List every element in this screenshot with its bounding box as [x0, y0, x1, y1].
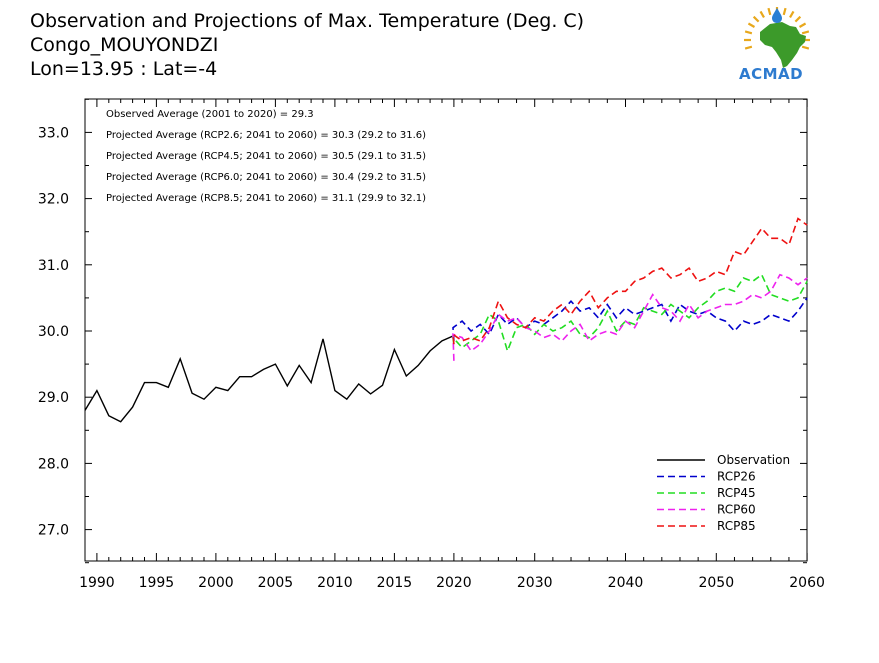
- x-tick-label: 2030: [517, 575, 553, 591]
- series: [84, 217, 808, 423]
- y-tick-label: 27.0: [38, 523, 69, 539]
- y-tick-label: 30.0: [38, 324, 69, 340]
- x-tick-label: 2020: [436, 575, 472, 591]
- acmad-logo: ACMAD: [739, 7, 810, 83]
- x-tick-label: 2040: [608, 575, 644, 591]
- series-line-rcp45: [451, 273, 808, 354]
- legend-label-rcp26: RCP26: [717, 470, 756, 484]
- sun-ray: [782, 7, 787, 16]
- annotation-observed: Observed Average (2001 to 2020) = 29.3: [106, 109, 314, 120]
- sun-ray: [794, 15, 802, 23]
- sun-ray: [744, 45, 753, 50]
- series-line-rcp60: [452, 273, 808, 361]
- x-tick-label: 2000: [198, 575, 234, 591]
- title-line-3: Lon=13.95 : Lat=-4: [30, 58, 217, 80]
- y-tick-label: 32.0: [38, 192, 69, 208]
- legend-label-rcp85: RCP85: [717, 519, 756, 533]
- sun-ray: [747, 22, 756, 28]
- chart-title: Observation and Projections of Max. Temp…: [30, 10, 584, 80]
- sun-rays-icon: [744, 7, 810, 50]
- sun-ray: [759, 10, 765, 19]
- x-tick-label: 1990: [79, 575, 115, 591]
- series-line-rcp85: [452, 217, 808, 345]
- africa-icon: [760, 22, 806, 68]
- sun-ray: [752, 15, 760, 23]
- x-tick-label: 2015: [377, 575, 413, 591]
- annotations: Observed Average (2001 to 2020) = 29.3 P…: [106, 109, 426, 204]
- title-line-1: Observation and Projections of Max. Temp…: [30, 10, 584, 32]
- legend: Observation RCP26 RCP45 RCP60 RCP85: [657, 453, 790, 533]
- water-drop-icon: [772, 8, 782, 23]
- y-tick-label: 31.0: [38, 258, 69, 274]
- annotation-rcp60: Projected Average (RCP6.0; 2041 to 2060)…: [106, 172, 426, 183]
- x-tick-label: 2005: [258, 575, 294, 591]
- y-tick-label: 28.0: [38, 456, 69, 472]
- x-tick-label: 2050: [698, 575, 734, 591]
- series-line-observation: [84, 334, 455, 423]
- sun-ray: [798, 22, 807, 28]
- sun-ray: [801, 30, 810, 35]
- y-tick-label: 29.0: [38, 390, 69, 406]
- acmad-logo-text: ACMAD: [739, 65, 803, 83]
- sun-ray: [767, 7, 772, 16]
- plot-frame: [84, 98, 808, 562]
- annotation-rcp26: Projected Average (RCP2.6; 2041 to 2060)…: [106, 130, 426, 141]
- title-line-2: Congo_MOUYONDZI: [30, 34, 218, 56]
- x-tick-label: 2010: [317, 575, 353, 591]
- sun-ray: [801, 45, 810, 50]
- x-tick-label: 1995: [139, 575, 175, 591]
- x-tick-label: 2060: [789, 575, 825, 591]
- sun-ray: [789, 10, 795, 19]
- y-tick-label: 33.0: [38, 125, 69, 141]
- annotation-rcp45: Projected Average (RCP4.5; 2041 to 2060)…: [106, 151, 426, 162]
- annotation-rcp85: Projected Average (RCP8.5; 2041 to 2060)…: [106, 193, 426, 204]
- legend-label-observation: Observation: [717, 453, 790, 467]
- legend-label-rcp45: RCP45: [717, 486, 756, 500]
- legend-label-rcp60: RCP60: [717, 503, 756, 517]
- series-line-rcp26: [452, 297, 808, 341]
- sun-ray: [744, 30, 753, 35]
- axes: 27.0 28.0 29.0 30.0 31.0 32.0 33.0 1990 1995 2000…: [38, 98, 825, 591]
